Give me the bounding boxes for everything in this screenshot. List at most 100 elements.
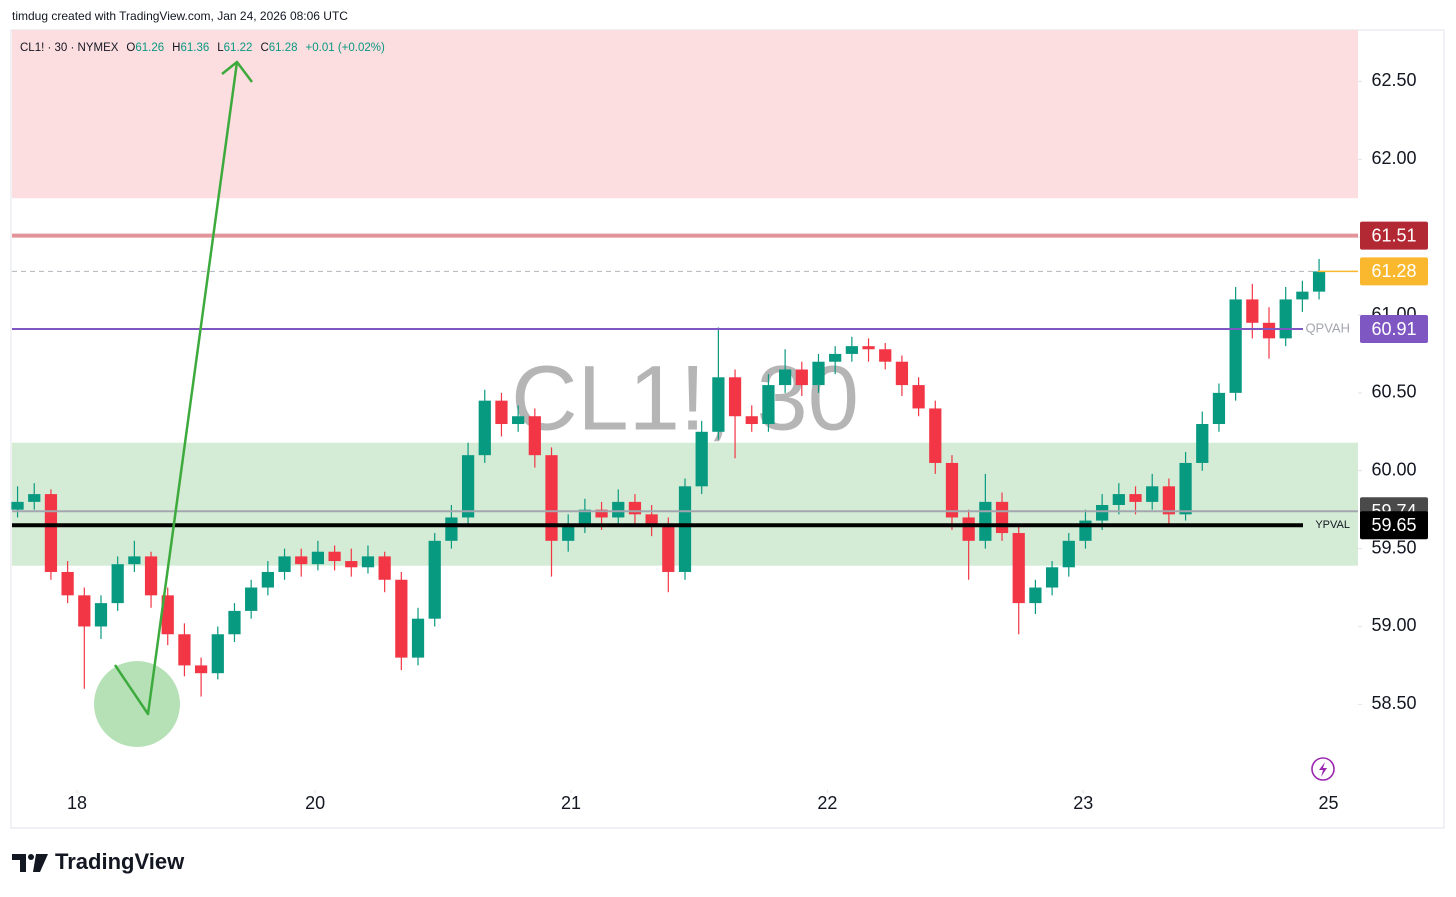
arrow-head	[221, 60, 253, 83]
candle-body	[1196, 424, 1209, 463]
candle-body	[11, 501, 24, 510]
price-badge	[1360, 257, 1428, 286]
ohlc-value: 61.26	[135, 42, 164, 54]
candle-body	[345, 561, 358, 568]
price-badge-label: 59.65	[1371, 515, 1416, 535]
candle-body	[395, 579, 408, 658]
x-tick-label: 23	[1073, 793, 1093, 813]
candle-body	[1279, 299, 1292, 339]
candle-body	[895, 361, 909, 386]
y-tick-label: 62.00	[1371, 148, 1416, 168]
y-tick-label: 59.50	[1371, 537, 1416, 557]
price-badge	[1360, 315, 1428, 344]
candle-body	[361, 556, 375, 568]
candle-body	[194, 665, 208, 674]
candle-body	[61, 571, 74, 596]
x-tick-label: 21	[561, 793, 581, 813]
candle-body	[612, 501, 625, 518]
candle-body	[428, 540, 441, 619]
candle-body	[862, 346, 875, 350]
price-badge-label: 60.91	[1371, 319, 1416, 339]
candle-body	[812, 361, 825, 386]
candle-body	[528, 416, 541, 456]
ohlc-value: 61.22	[224, 42, 253, 54]
candle-body	[1312, 271, 1326, 292]
candle-body	[445, 517, 458, 541]
candle-body	[879, 349, 892, 362]
candle-body	[845, 346, 858, 354]
candle-body	[979, 501, 992, 541]
ohlc-value: 61.36	[180, 42, 209, 54]
candle-body	[128, 556, 141, 565]
candle-body	[829, 353, 842, 362]
candle-body	[261, 571, 274, 588]
annotation-circle	[94, 661, 180, 747]
candle-body	[311, 551, 325, 565]
header-credit: timdug created with TradingView.com, Jan…	[12, 9, 348, 23]
lightning-icon[interactable]	[1311, 757, 1335, 781]
ohlc-value: 61.28	[269, 42, 298, 54]
watermark: CL1!, 30	[511, 347, 859, 449]
candle-body	[1146, 486, 1159, 502]
zone	[12, 30, 1358, 199]
candle-body	[912, 385, 925, 409]
ohlc-key: H	[172, 42, 180, 54]
y-tick-label: 60.50	[1371, 382, 1416, 402]
y-tick-label: 60.00	[1371, 459, 1416, 479]
x-tick-label: 25	[1319, 793, 1339, 813]
candle-body	[1112, 494, 1125, 505]
ohlc-key: C	[260, 42, 268, 54]
candle-body	[712, 377, 725, 432]
candle-body	[94, 603, 108, 627]
symbol: CL1! · 30 · NYMEX	[20, 42, 119, 54]
y-tick-label: 59.00	[1371, 615, 1416, 635]
change: +0.01 (+0.02%)	[306, 42, 385, 54]
candle-body	[795, 369, 808, 386]
candle-body	[1296, 291, 1309, 300]
candle-body	[995, 501, 1009, 534]
lightning-bolt	[1319, 762, 1327, 777]
candle-body	[545, 455, 558, 541]
candle-body	[1246, 299, 1259, 323]
level-name: QPVAH	[1305, 320, 1350, 335]
candle-body	[44, 494, 58, 572]
x-tick-label: 22	[817, 793, 837, 813]
candle-body	[945, 462, 959, 518]
candle-body	[111, 564, 124, 604]
candle-body	[278, 556, 291, 572]
tradingview-logo	[12, 854, 48, 872]
candle-body	[144, 556, 158, 596]
candle-body	[929, 408, 942, 463]
candle-body	[1129, 494, 1142, 502]
candle-body	[562, 525, 575, 541]
candle-body	[1012, 533, 1025, 604]
y-tick-label: 62.50	[1371, 70, 1416, 90]
candle-body	[745, 416, 758, 425]
candle-body	[178, 634, 191, 666]
candle-body	[211, 634, 224, 674]
ohlc-key: L	[217, 42, 224, 54]
candle-body	[662, 525, 675, 572]
candle-body	[962, 517, 975, 541]
candle-body	[1212, 392, 1226, 425]
candle-body	[461, 455, 475, 518]
candle-body	[628, 501, 642, 515]
candle-body	[411, 618, 425, 658]
candle-body	[1162, 486, 1176, 515]
candle-body	[78, 595, 91, 627]
candle-body	[762, 385, 775, 425]
candle-body	[295, 556, 308, 565]
annotation-arrow	[113, 61, 239, 716]
brand: TradingView	[55, 849, 185, 874]
candle-body	[328, 551, 341, 562]
candle-body	[1062, 540, 1075, 568]
candle-body	[1229, 299, 1242, 393]
candle-body	[478, 400, 491, 456]
candle-body	[695, 431, 708, 487]
candle-body	[245, 587, 258, 611]
level-name: YPVAL	[1315, 519, 1350, 531]
candle-body	[1029, 587, 1042, 604]
candle-body	[228, 610, 241, 635]
